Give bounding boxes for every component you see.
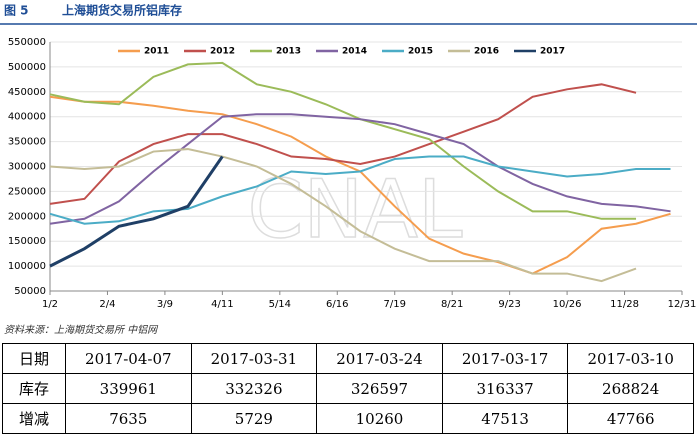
table-cell: 326597 [316, 373, 443, 404]
table-cell: 2017-04-07 [65, 343, 192, 374]
table-cell: 2017-03-24 [316, 343, 443, 374]
table-row: 日期 2017-04-07 2017-03-31 2017-03-24 2017-03-… [2, 343, 694, 374]
x-tick-label: 10/26 [553, 299, 582, 310]
y-tick-label: 500000 [8, 62, 46, 73]
legend-label: 2016 [474, 47, 499, 57]
x-tick-label: 2/4 [99, 299, 115, 310]
legend-label: 2014 [342, 47, 367, 57]
table-row: 增减 7635 5729 10260 47513 47766 [2, 403, 694, 434]
table-cell: 2017-03-10 [567, 343, 694, 374]
table-cell: 339961 [65, 373, 192, 404]
x-tick-label: 5/14 [269, 299, 291, 310]
table-cell: 2017-03-31 [190, 343, 318, 374]
chart: 图 5 上海期货交易所铝库存 CNAL 资料来源：上海期货交易所 中铝网 500… [0, 3, 697, 336]
data-table: 日期 2017-04-07 2017-03-31 2017-03-24 2017-03-… [2, 343, 694, 434]
y-tick-label: 100000 [8, 261, 46, 272]
y-tick-label: 200000 [8, 211, 46, 222]
table-row: 库存 339961 332326 326597 316337 268824 [2, 373, 694, 404]
legend-label: 2015 [408, 47, 433, 57]
x-tick-label: 3/9 [157, 299, 173, 310]
y-tick-label: 150000 [8, 236, 46, 247]
table-cell: 47513 [441, 403, 569, 434]
x-tick-label: 9/23 [498, 299, 520, 310]
series-line [49, 155, 224, 268]
table-cell: 10260 [316, 403, 443, 434]
x-tick-label: 6/16 [326, 299, 348, 310]
chart-title: 上海期货交易所铝库存 [62, 3, 182, 18]
y-tick-label: 300000 [8, 162, 46, 173]
table-cell: 316337 [441, 373, 569, 404]
series-line [49, 83, 637, 205]
x-tick-label: 12/31 [668, 299, 697, 310]
y-tick-label: 450000 [8, 87, 46, 98]
series-line [49, 148, 637, 283]
legend-label: 2011 [144, 47, 169, 57]
y-tick-label: 50000 [14, 286, 46, 297]
x-tick-label: 4/11 [211, 299, 233, 310]
table-cell: 268824 [567, 373, 694, 404]
table-cell: 5729 [190, 403, 318, 434]
legend-label: 2013 [276, 47, 301, 57]
y-tick-label: 550000 [8, 37, 46, 48]
x-tick-label: 7/19 [383, 299, 405, 310]
table-cell: 47766 [567, 403, 694, 434]
series-line [49, 113, 671, 225]
table-cell: 日期 [2, 343, 66, 374]
series-line [49, 61, 637, 220]
y-tick-label: 350000 [8, 137, 46, 148]
table-cell: 2017-03-17 [441, 343, 569, 374]
x-tick-label: 8/21 [441, 299, 463, 310]
y-tick-label: 400000 [8, 112, 46, 123]
figure-label: 图 5 [4, 4, 29, 18]
y-tick-label: 250000 [8, 186, 46, 197]
x-tick-label: 11/28 [610, 299, 639, 310]
table-cell: 库存 [2, 373, 66, 404]
table-cell: 332326 [190, 373, 318, 404]
series-line [49, 155, 671, 225]
x-tick-label: 1/2 [42, 299, 58, 310]
table-cell: 增减 [2, 403, 66, 434]
legend-label: 2012 [210, 47, 235, 57]
table-cell: 7635 [65, 403, 192, 434]
source: 资料来源：上海期货交易所 中铝网 [4, 324, 159, 336]
legend-label: 2017 [540, 47, 565, 57]
